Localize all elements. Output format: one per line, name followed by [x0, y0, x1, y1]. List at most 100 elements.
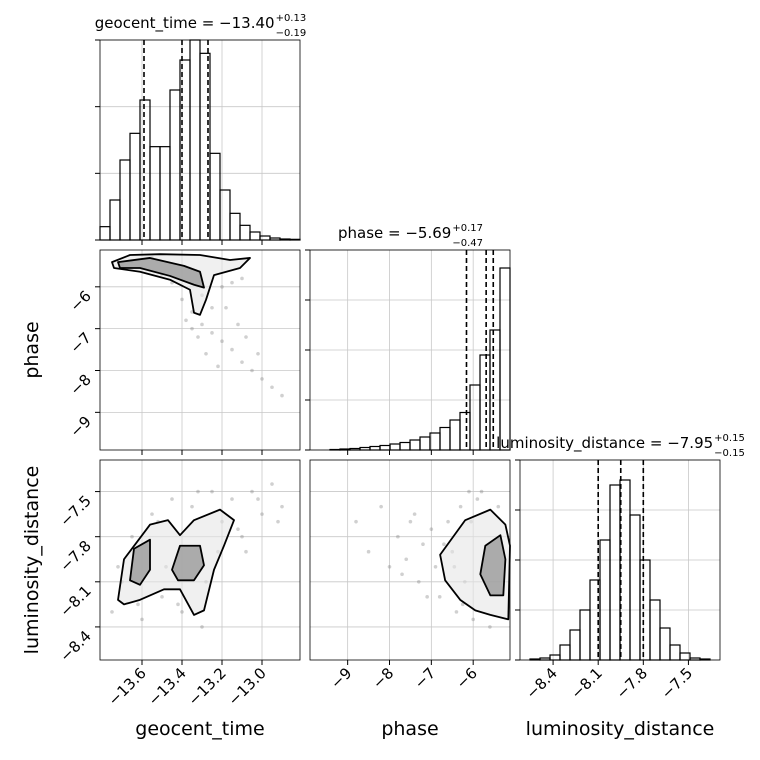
- histogram-bin: [99, 226, 111, 241]
- sample-point: [230, 497, 234, 501]
- sample-point: [130, 534, 134, 539]
- histogram-bin: [149, 146, 161, 241]
- sample-point: [458, 504, 463, 509]
- sample-point: [220, 285, 224, 289]
- histogram-bin: [379, 444, 391, 451]
- sample-point: [256, 497, 260, 501]
- sample-point: [170, 497, 174, 501]
- histogram-bin: [399, 441, 411, 451]
- histogram-bin: [659, 627, 671, 661]
- panel-frame: [99, 39, 301, 241]
- sample-point: [230, 347, 234, 352]
- contour: [129, 538, 151, 586]
- histogram-bin: [229, 212, 241, 241]
- histogram-bin: [459, 411, 471, 451]
- sample-point: [180, 297, 184, 302]
- sample-point: [260, 377, 264, 381]
- sample-point: [240, 360, 244, 364]
- title-lower: −0.15: [714, 448, 745, 459]
- sample-point: [454, 610, 459, 614]
- sample-point: [416, 580, 421, 584]
- histogram-bin: [559, 644, 571, 661]
- histogram-bin: [669, 644, 681, 661]
- x-tick-label: −6: [453, 664, 481, 692]
- sample-point: [488, 625, 492, 629]
- histogram-bin: [569, 629, 581, 661]
- x-tick-label: −13.6: [105, 664, 150, 709]
- sample-point: [421, 542, 425, 547]
- y-tick-label: −9: [66, 412, 94, 440]
- histogram-bin: [249, 231, 261, 241]
- x-tick-label: −9: [327, 664, 355, 692]
- sample-point: [270, 385, 274, 390]
- sample-point: [176, 602, 180, 607]
- y-tick-label: −6: [66, 287, 94, 315]
- histogram-bin: [109, 199, 121, 241]
- sample-point: [160, 595, 164, 599]
- x-tick-label: −7.5: [658, 664, 696, 702]
- y-tick-label: −7.5: [56, 492, 94, 530]
- title-upper: +0.17: [452, 223, 483, 234]
- sample-point: [136, 602, 140, 607]
- histogram-bin: [139, 99, 151, 241]
- sample-point: [404, 557, 409, 562]
- sample-point: [250, 368, 254, 373]
- sample-point: [366, 549, 371, 554]
- sample-point: [396, 534, 400, 539]
- y-tick-label: −7: [66, 329, 94, 357]
- sample-point: [184, 318, 188, 323]
- sample-point: [260, 512, 264, 516]
- sample-point: [467, 489, 471, 494]
- sample-point: [236, 527, 240, 531]
- histogram-bin: [629, 514, 641, 661]
- histogram-bin: [409, 439, 421, 451]
- sample-point: [460, 602, 465, 607]
- sample-point: [190, 504, 194, 509]
- sample-point: [180, 610, 184, 614]
- sample-point: [446, 519, 450, 524]
- x-tick-label: −8: [369, 664, 397, 692]
- title-upper: +0.13: [276, 13, 307, 24]
- histogram-bin: [169, 89, 181, 241]
- panel-frame: [99, 459, 301, 661]
- contour: [479, 534, 507, 597]
- sample-point: [240, 276, 244, 281]
- x-tick-label: −8.1: [568, 664, 606, 702]
- sample-point: [200, 322, 204, 327]
- sample-point: [240, 534, 244, 539]
- histogram-bin: [499, 267, 511, 451]
- panel-frame: [309, 249, 511, 451]
- histogram-bin: [239, 224, 251, 241]
- panel-title: geocent_time = −13.40: [95, 14, 275, 33]
- title-upper: +0.15: [714, 433, 745, 444]
- x-tick-label: −8.4: [522, 664, 560, 702]
- sample-point: [220, 339, 224, 344]
- sample-point: [230, 280, 234, 285]
- histogram-bin: [449, 419, 461, 451]
- histogram-bin: [419, 436, 431, 451]
- sample-point: [280, 393, 284, 398]
- sample-point: [244, 549, 248, 554]
- sample-point: [250, 489, 254, 494]
- sample-point: [276, 519, 280, 524]
- sample-point: [429, 527, 434, 531]
- sample-point: [210, 331, 214, 335]
- histogram-bin: [479, 354, 491, 451]
- sample-point: [270, 482, 274, 486]
- y-tick-label: −8: [66, 371, 94, 399]
- x-axis-label: phase: [381, 718, 438, 740]
- y-tick-label: −8.4: [56, 627, 94, 665]
- sample-point: [204, 351, 208, 356]
- x-tick-label: −13.2: [185, 664, 230, 709]
- sample-point: [475, 497, 480, 501]
- x-tick-label: −7.8: [613, 664, 651, 702]
- histogram-bin: [549, 654, 561, 661]
- sample-point: [354, 519, 358, 524]
- histogram-bin: [259, 235, 271, 241]
- sample-point: [280, 504, 284, 509]
- histogram-bin: [209, 152, 221, 241]
- title-lower: −0.47: [452, 238, 483, 249]
- panel-title: luminosity_distance = −7.95: [496, 434, 713, 453]
- contour: [171, 544, 205, 582]
- sample-point: [200, 625, 204, 629]
